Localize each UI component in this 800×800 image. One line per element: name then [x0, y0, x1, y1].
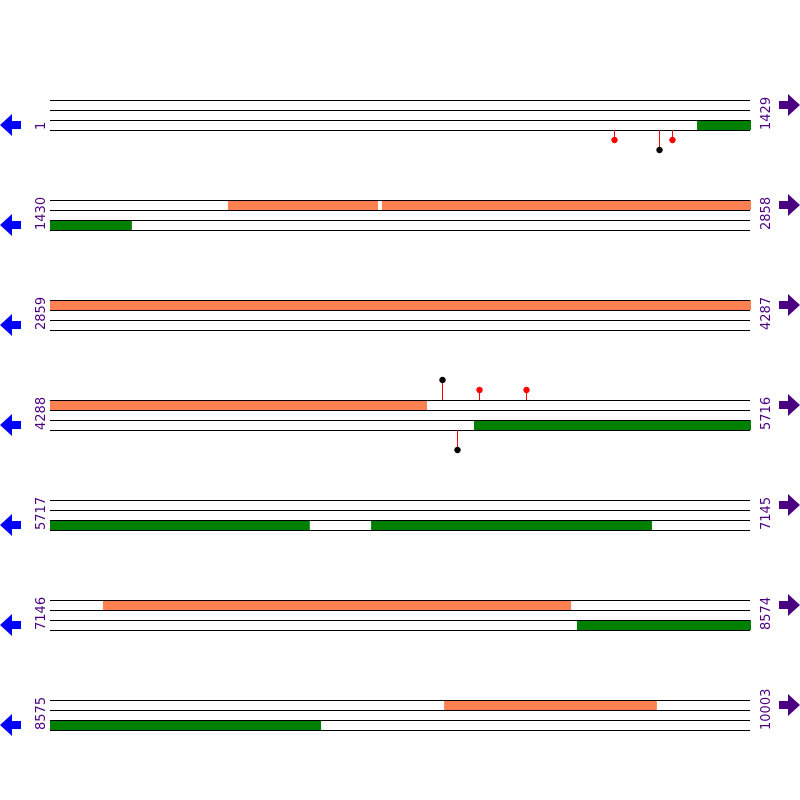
- row-end-label: 2858: [759, 197, 774, 230]
- marker-head: [611, 136, 618, 144]
- forward-feature: [50, 400, 427, 410]
- row-end-label: 5716: [759, 397, 774, 430]
- site-marker[interactable]: [523, 386, 530, 400]
- forward-feature: [50, 300, 751, 310]
- site-marker[interactable]: [669, 130, 676, 144]
- arrow-left-icon[interactable]: [0, 614, 21, 636]
- forward-feature: [444, 700, 657, 710]
- row-start-label: 1: [34, 122, 49, 130]
- forward-feature: [227, 200, 378, 210]
- arrow-left-icon[interactable]: [0, 514, 21, 536]
- reverse-feature: [576, 620, 751, 630]
- arrow-left-icon[interactable]: [0, 414, 21, 436]
- row-end-label: 8574: [759, 597, 774, 630]
- row-start-label: 4288: [34, 397, 49, 430]
- sequence-row: 4288 5716: [0, 376, 800, 454]
- arrow-right-icon[interactable]: [779, 94, 800, 116]
- reverse-feature: [50, 520, 310, 530]
- sequence-row: 1430 2858: [0, 194, 800, 236]
- marker-head: [439, 376, 446, 384]
- marker-head: [476, 386, 483, 394]
- reverse-feature: [697, 120, 751, 130]
- row-start-label: 8575: [34, 697, 49, 730]
- marker-head: [454, 446, 461, 454]
- row-end-label: 1429: [759, 97, 774, 130]
- sequence-row: 5717 7145: [0, 494, 800, 536]
- sequence-row: 7146 8574: [0, 594, 800, 636]
- forward-feature: [102, 600, 572, 610]
- site-marker[interactable]: [611, 130, 618, 144]
- marker-head: [523, 386, 530, 394]
- row-start-label: 7146: [34, 597, 49, 630]
- arrow-right-icon[interactable]: [779, 694, 800, 716]
- reverse-feature: [474, 420, 751, 430]
- arrow-left-icon[interactable]: [0, 714, 21, 736]
- site-marker[interactable]: [656, 130, 663, 154]
- arrow-right-icon[interactable]: [779, 494, 800, 516]
- sequence-row: 1 1429: [0, 94, 800, 154]
- row-end-label: 7145: [759, 497, 774, 530]
- forward-feature: [381, 200, 751, 210]
- arrow-left-icon[interactable]: [0, 214, 21, 236]
- arrow-right-icon[interactable]: [779, 594, 800, 616]
- arrow-right-icon[interactable]: [779, 294, 800, 316]
- reverse-feature: [371, 520, 652, 530]
- arrow-left-icon[interactable]: [0, 114, 21, 136]
- row-start-label: 1430: [34, 197, 49, 230]
- row-start-label: 2859: [34, 297, 49, 330]
- site-marker[interactable]: [454, 430, 461, 454]
- arrow-right-icon[interactable]: [779, 394, 800, 416]
- sequence-row: 8575 10003: [0, 689, 800, 736]
- row-start-label: 5717: [34, 497, 49, 530]
- site-marker[interactable]: [476, 386, 483, 400]
- row-end-label: 4287: [759, 297, 774, 330]
- row-end-label: 10003: [759, 689, 774, 730]
- reverse-feature: [50, 720, 322, 730]
- marker-head: [669, 136, 676, 144]
- site-marker[interactable]: [439, 376, 446, 400]
- marker-head: [656, 146, 663, 154]
- arrow-left-icon[interactable]: [0, 314, 21, 336]
- arrow-right-icon[interactable]: [779, 194, 800, 216]
- sequence-row: 2859 4287: [0, 294, 800, 336]
- reverse-feature: [50, 220, 132, 230]
